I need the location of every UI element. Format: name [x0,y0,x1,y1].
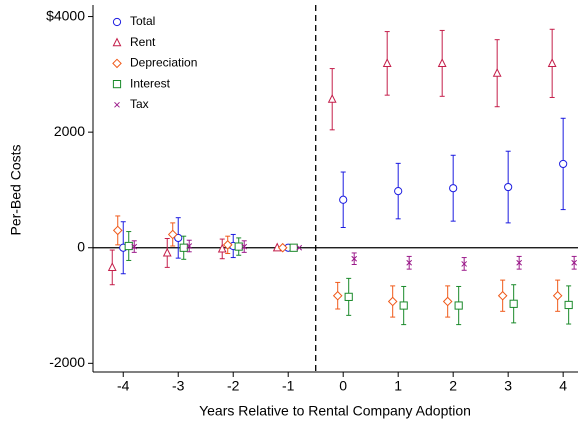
marker [497,290,508,301]
y-axis-title: Per-Bed Costs [8,144,24,235]
x-axis-title: Years Relative to Rental Company Adoptio… [199,403,471,419]
x-tick-label: -2 [227,378,240,394]
marker [107,262,117,271]
marker [174,233,183,243]
x-tick-label: 1 [394,378,402,394]
marker [399,301,408,310]
marker [124,241,133,251]
legend-label: Interest [130,76,171,90]
marker [516,259,523,266]
marker [234,242,243,251]
legend-label: Rent [130,35,156,49]
marker [289,243,298,252]
marker [344,292,353,301]
marker [442,296,453,307]
marker [387,296,398,307]
marker [547,58,557,67]
marker [406,259,413,266]
marker [112,17,122,27]
legend-label: Total [130,14,155,28]
x-tick-label: -3 [172,378,185,394]
marker [179,243,188,252]
y-tick-label: 0 [77,238,85,254]
marker [167,229,178,240]
x-tick-label: -1 [282,378,295,394]
marker [509,299,518,308]
marker [277,242,288,253]
marker [504,182,513,192]
marker [241,243,248,250]
marker [437,58,447,67]
marker [217,243,227,253]
marker [382,58,392,67]
legend-label: Depreciation [130,56,197,70]
y-tick-label: 2000 [54,123,85,139]
marker [327,93,337,103]
marker [186,243,193,249]
marker [131,243,138,250]
marker [454,301,463,310]
x-tick-label: 3 [504,378,512,394]
marker [222,240,233,250]
legend-label: Tax [130,97,149,111]
x-tick-label: 0 [339,378,347,394]
marker [162,247,172,257]
marker [552,290,563,301]
marker [114,101,120,108]
marker [112,37,122,47]
marker [112,225,123,236]
x-tick-label: 2 [449,378,457,394]
marker [339,195,348,204]
marker [112,58,122,69]
marker [564,300,573,310]
marker [559,159,568,169]
marker [461,261,468,267]
legend: Total Rent Depreciation Interest Tax [112,14,197,111]
marker [571,259,578,266]
marker [296,244,303,251]
x-tick-label: -4 [117,378,130,394]
y-tick-label: -2000 [49,354,85,370]
marker [449,184,458,193]
marker [332,290,343,301]
y-tick-label: $4000 [46,7,85,23]
x-tick-label: 4 [559,378,567,394]
marker [394,187,403,196]
marker [351,255,358,262]
marker [112,80,122,89]
marker [492,67,502,77]
